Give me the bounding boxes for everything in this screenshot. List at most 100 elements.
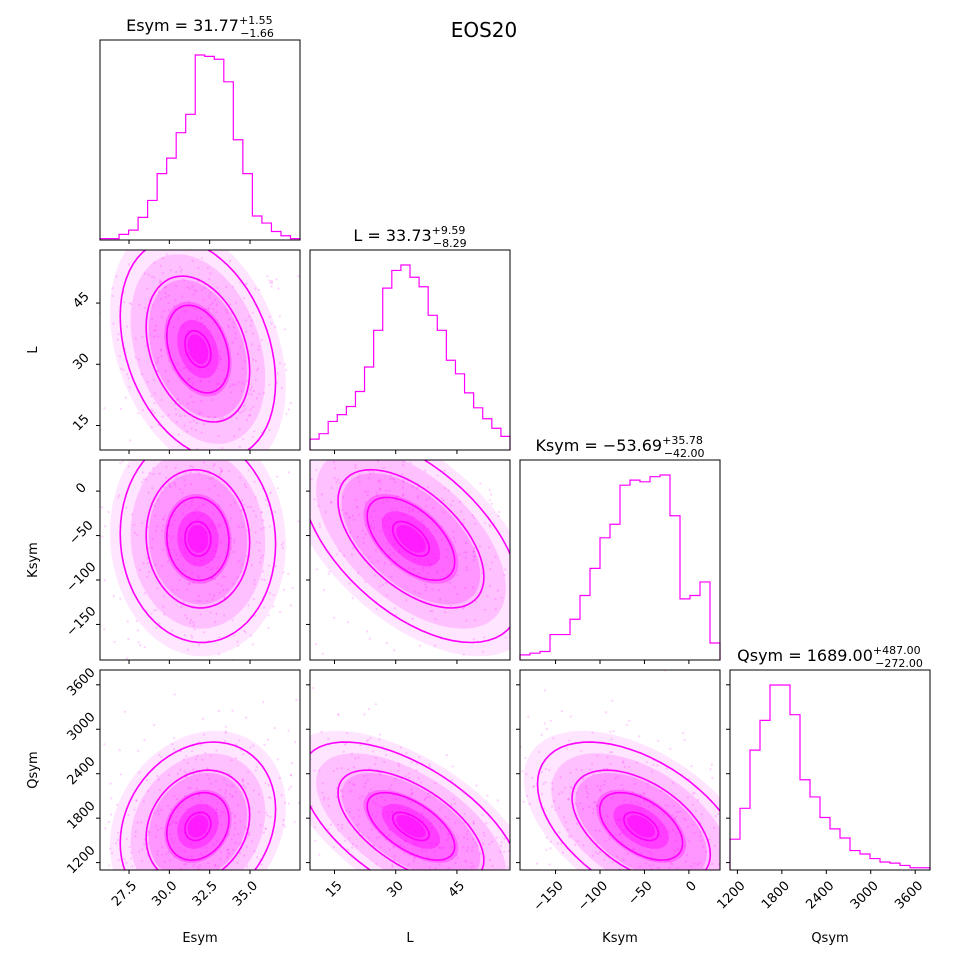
scatter-point — [252, 389, 255, 393]
scatter-point — [193, 773, 196, 776]
scatter-point — [547, 589, 549, 591]
scatter-point — [405, 599, 408, 602]
scatter-point — [340, 790, 343, 793]
scatter-point — [259, 824, 262, 827]
scatter-point — [443, 469, 446, 472]
density-contour — [145, 469, 251, 609]
scatter-point — [444, 816, 447, 819]
scatter-point — [219, 857, 222, 860]
scatter-point — [428, 496, 431, 499]
scatter-point — [156, 360, 159, 363]
scatter-point — [460, 510, 463, 513]
scatter-point — [702, 845, 705, 848]
scatter-point — [199, 380, 202, 383]
scatter-point — [248, 315, 251, 318]
scatter-point — [516, 503, 518, 505]
title-lower-error: −1.66 — [240, 27, 274, 40]
scatter-point — [183, 634, 187, 637]
scatter-point — [253, 850, 256, 853]
scatter-point — [526, 485, 528, 487]
scatter-point — [141, 859, 144, 863]
scatter-point — [667, 804, 670, 808]
scatter-point — [75, 607, 77, 609]
scatter-point — [263, 606, 266, 609]
scatter-point — [268, 315, 271, 319]
scatter-point — [660, 790, 663, 793]
scatter-point — [148, 570, 151, 574]
scatter-point — [545, 727, 548, 731]
scatter-point — [396, 495, 399, 499]
scatter-point — [513, 556, 515, 558]
scatter-point — [307, 760, 309, 762]
scatter-point — [228, 259, 232, 263]
scatter-point — [122, 368, 125, 371]
scatter-point — [540, 733, 543, 736]
scatter-point — [449, 876, 451, 878]
scatter-point — [192, 419, 195, 422]
scatter-point — [489, 525, 492, 528]
scatter-point — [152, 329, 156, 332]
scatter-point — [147, 876, 149, 878]
scatter-point — [141, 471, 145, 474]
scatter-point — [172, 747, 176, 750]
scatter-point — [181, 491, 184, 494]
scatter-point — [668, 831, 671, 834]
scatter-point — [198, 599, 201, 602]
scatter-point — [532, 785, 535, 788]
scatter-point — [199, 514, 202, 517]
scatter-point — [452, 536, 455, 539]
density-contour — [119, 741, 277, 870]
scatter-point — [243, 405, 246, 408]
scatter-point — [201, 503, 204, 506]
scatter-point — [193, 863, 196, 866]
scatter-point — [490, 502, 494, 505]
scatter-point — [463, 551, 466, 554]
scatter-point — [213, 594, 216, 597]
scatter-point — [206, 599, 209, 602]
scatter-point — [177, 455, 179, 457]
scatter-point — [375, 756, 378, 759]
scatter-point — [727, 873, 729, 875]
scatter-point — [549, 840, 552, 843]
scatter-point — [200, 853, 204, 857]
scatter-point — [214, 555, 217, 559]
scatter-point — [307, 421, 309, 423]
scatter-point — [599, 948, 601, 950]
scatter-point — [652, 872, 654, 874]
scatter-point — [485, 822, 488, 825]
scatter-point — [215, 612, 218, 615]
scatter-point — [602, 783, 606, 787]
scatter-point — [186, 807, 189, 810]
scatter-point — [54, 272, 56, 274]
scatter-point — [617, 818, 620, 821]
scatter-point — [436, 571, 439, 574]
scatter-point — [184, 570, 187, 573]
scatter-point — [141, 408, 145, 412]
scatter-point — [364, 782, 367, 785]
scatter-point — [177, 846, 181, 849]
scatter-point — [116, 838, 119, 842]
scatter-point — [121, 219, 123, 221]
scatter-point — [280, 386, 283, 389]
density-fill-level — [109, 730, 286, 870]
scatter-point — [368, 767, 371, 770]
scatter-point — [232, 848, 235, 851]
scatter-point — [473, 549, 476, 553]
scatter-point — [163, 860, 166, 863]
scatter-point — [258, 392, 261, 396]
scatter-point — [425, 586, 428, 589]
scatter-point — [293, 820, 296, 824]
scatter-point — [198, 772, 201, 775]
scatter-point — [431, 506, 435, 509]
scatter-point — [252, 744, 255, 747]
scatter-point — [370, 561, 373, 564]
y-tick-label-qsym: 1200 — [65, 843, 99, 877]
scatter-point — [225, 730, 228, 733]
scatter-point — [661, 873, 663, 875]
scatter-point — [597, 852, 600, 856]
scatter-point — [497, 514, 500, 518]
scatter-point — [165, 323, 168, 326]
scatter-point — [155, 324, 158, 327]
scatter-point — [427, 571, 430, 574]
scatter-point — [94, 554, 96, 556]
